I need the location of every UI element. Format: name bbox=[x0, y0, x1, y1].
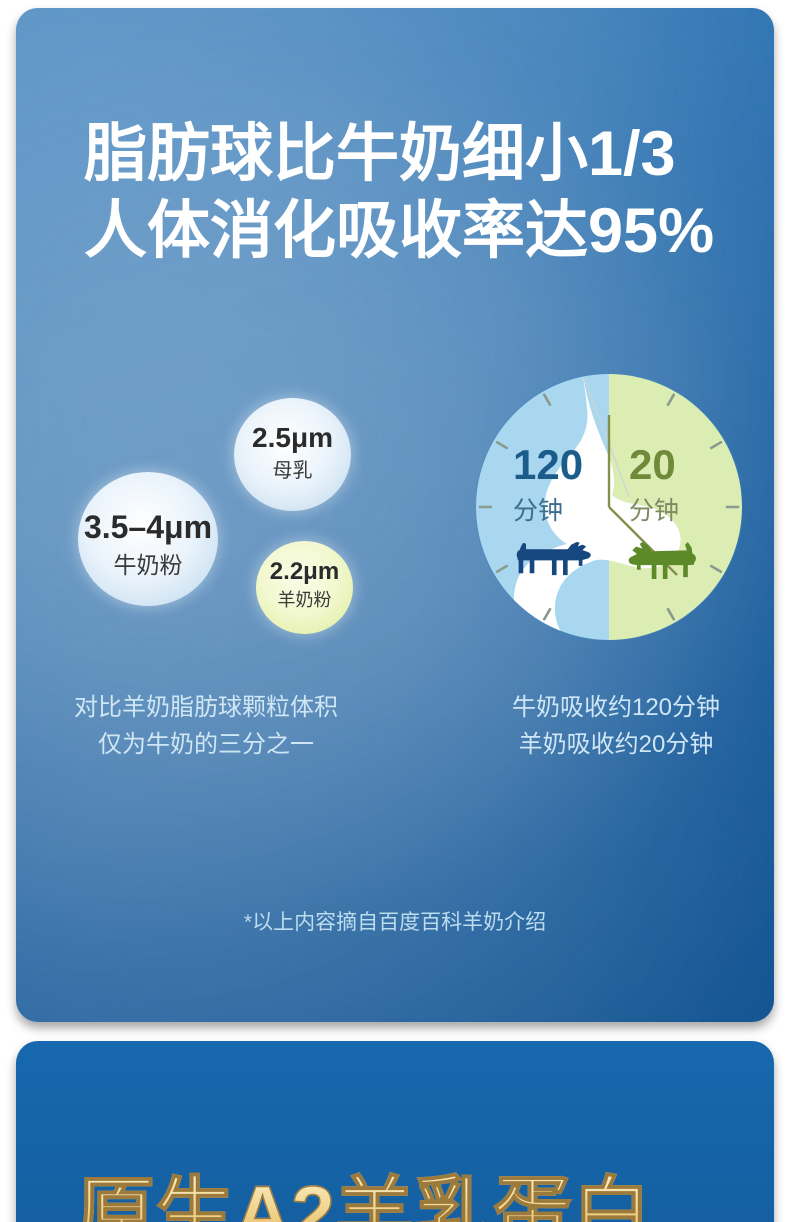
svg-text:分钟: 分钟 bbox=[513, 497, 563, 525]
svg-text:20: 20 bbox=[629, 441, 676, 488]
svg-text:分钟: 分钟 bbox=[629, 497, 679, 525]
svg-text:120: 120 bbox=[513, 441, 583, 488]
